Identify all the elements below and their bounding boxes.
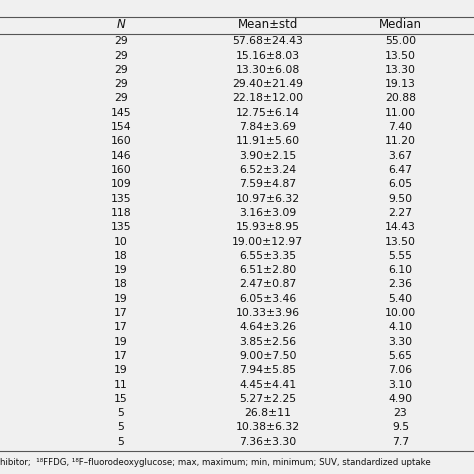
- Text: 7.36±3.30: 7.36±3.30: [239, 437, 296, 447]
- Text: 2.36: 2.36: [389, 279, 412, 290]
- Text: 3.67: 3.67: [389, 151, 412, 161]
- Text: 57.68±24.43: 57.68±24.43: [232, 36, 303, 46]
- Text: 29: 29: [114, 51, 128, 61]
- Text: 26.8±11: 26.8±11: [245, 408, 291, 418]
- Text: 15.16±8.03: 15.16±8.03: [236, 51, 300, 61]
- Text: 10.97±6.32: 10.97±6.32: [236, 193, 300, 204]
- Text: 6.05±3.46: 6.05±3.46: [239, 294, 296, 304]
- Text: 4.45±4.41: 4.45±4.41: [239, 380, 296, 390]
- Text: 19: 19: [114, 337, 128, 346]
- Text: 160: 160: [110, 137, 131, 146]
- Text: 9.00±7.50: 9.00±7.50: [239, 351, 297, 361]
- Text: 15: 15: [114, 394, 128, 404]
- Text: 2.27: 2.27: [389, 208, 412, 218]
- Text: 13.50: 13.50: [385, 237, 416, 246]
- Text: 22.18±12.00: 22.18±12.00: [232, 93, 303, 103]
- Text: 3.85±2.56: 3.85±2.56: [239, 337, 296, 346]
- Text: 7.84±3.69: 7.84±3.69: [239, 122, 296, 132]
- Text: 5: 5: [118, 408, 124, 418]
- Text: 18: 18: [114, 279, 128, 290]
- Text: 29: 29: [114, 93, 128, 103]
- Text: 6.51±2.80: 6.51±2.80: [239, 265, 296, 275]
- Text: 13.30: 13.30: [385, 65, 416, 75]
- Text: Mean±std: Mean±std: [237, 18, 298, 31]
- Text: 5.65: 5.65: [389, 351, 412, 361]
- Text: 3.10: 3.10: [389, 380, 412, 390]
- Text: 3.90±2.15: 3.90±2.15: [239, 151, 296, 161]
- Text: 17: 17: [114, 322, 128, 332]
- Text: 5.40: 5.40: [389, 294, 412, 304]
- Text: 2.47±0.87: 2.47±0.87: [239, 279, 296, 290]
- Text: 10.33±3.96: 10.33±3.96: [236, 308, 300, 318]
- Text: 17: 17: [114, 308, 128, 318]
- Text: 145: 145: [110, 108, 131, 118]
- Text: 7.40: 7.40: [389, 122, 412, 132]
- Text: 7.94±5.85: 7.94±5.85: [239, 365, 296, 375]
- Text: 10.00: 10.00: [385, 308, 416, 318]
- Text: 9.50: 9.50: [389, 193, 412, 204]
- Text: 6.10: 6.10: [389, 265, 412, 275]
- Text: Median: Median: [379, 18, 422, 31]
- Text: 4.90: 4.90: [389, 394, 412, 404]
- Text: 118: 118: [110, 208, 131, 218]
- Text: 10: 10: [114, 237, 128, 246]
- Text: 154: 154: [110, 122, 131, 132]
- Text: 6.05: 6.05: [389, 179, 412, 189]
- Text: 19.13: 19.13: [385, 79, 416, 89]
- Text: 29: 29: [114, 65, 128, 75]
- Text: N: N: [117, 18, 125, 31]
- Text: 146: 146: [110, 151, 131, 161]
- Text: 9.5: 9.5: [392, 422, 409, 432]
- Text: 6.47: 6.47: [389, 165, 412, 175]
- Text: 5.27±2.25: 5.27±2.25: [239, 394, 296, 404]
- Text: 7.59±4.87: 7.59±4.87: [239, 179, 296, 189]
- Text: 4.10: 4.10: [389, 322, 412, 332]
- Text: 5: 5: [118, 437, 124, 447]
- Text: 12.75±6.14: 12.75±6.14: [236, 108, 300, 118]
- Text: 18: 18: [114, 251, 128, 261]
- Text: 5: 5: [118, 422, 124, 432]
- Text: 29.40±21.49: 29.40±21.49: [232, 79, 303, 89]
- Text: 19: 19: [114, 294, 128, 304]
- Text: 55.00: 55.00: [385, 36, 416, 46]
- Text: 11.00: 11.00: [385, 108, 416, 118]
- Text: 4.64±3.26: 4.64±3.26: [239, 322, 296, 332]
- Text: 14.43: 14.43: [385, 222, 416, 232]
- Text: 29: 29: [114, 79, 128, 89]
- Text: 19.00±12.97: 19.00±12.97: [232, 237, 303, 246]
- Text: 11: 11: [114, 380, 128, 390]
- Text: 13.50: 13.50: [385, 51, 416, 61]
- Text: 109: 109: [110, 179, 131, 189]
- Text: 13.30±6.08: 13.30±6.08: [236, 65, 300, 75]
- Text: 6.52±3.24: 6.52±3.24: [239, 165, 296, 175]
- Text: 10.38±6.32: 10.38±6.32: [236, 422, 300, 432]
- Text: 3.30: 3.30: [389, 337, 412, 346]
- Text: 11.91±5.60: 11.91±5.60: [236, 137, 300, 146]
- Text: 19: 19: [114, 365, 128, 375]
- Text: 160: 160: [110, 165, 131, 175]
- Text: hibitor;  ¹⁸FFDG, ¹⁸F–fluorodeoxyglucose; max, maximum; min, minimum; SUV, stand: hibitor; ¹⁸FFDG, ¹⁸F–fluorodeoxyglucose;…: [0, 458, 431, 466]
- Text: 17: 17: [114, 351, 128, 361]
- Text: 11.20: 11.20: [385, 137, 416, 146]
- Text: 7.06: 7.06: [389, 365, 412, 375]
- Text: 20.88: 20.88: [385, 93, 416, 103]
- Text: 6.55±3.35: 6.55±3.35: [239, 251, 296, 261]
- Text: 5.55: 5.55: [389, 251, 412, 261]
- Text: 135: 135: [110, 222, 131, 232]
- Text: 15.93±8.95: 15.93±8.95: [236, 222, 300, 232]
- Text: 7.7: 7.7: [392, 437, 409, 447]
- Text: 19: 19: [114, 265, 128, 275]
- Text: 135: 135: [110, 193, 131, 204]
- Text: 3.16±3.09: 3.16±3.09: [239, 208, 296, 218]
- Text: 23: 23: [393, 408, 408, 418]
- Text: 29: 29: [114, 36, 128, 46]
